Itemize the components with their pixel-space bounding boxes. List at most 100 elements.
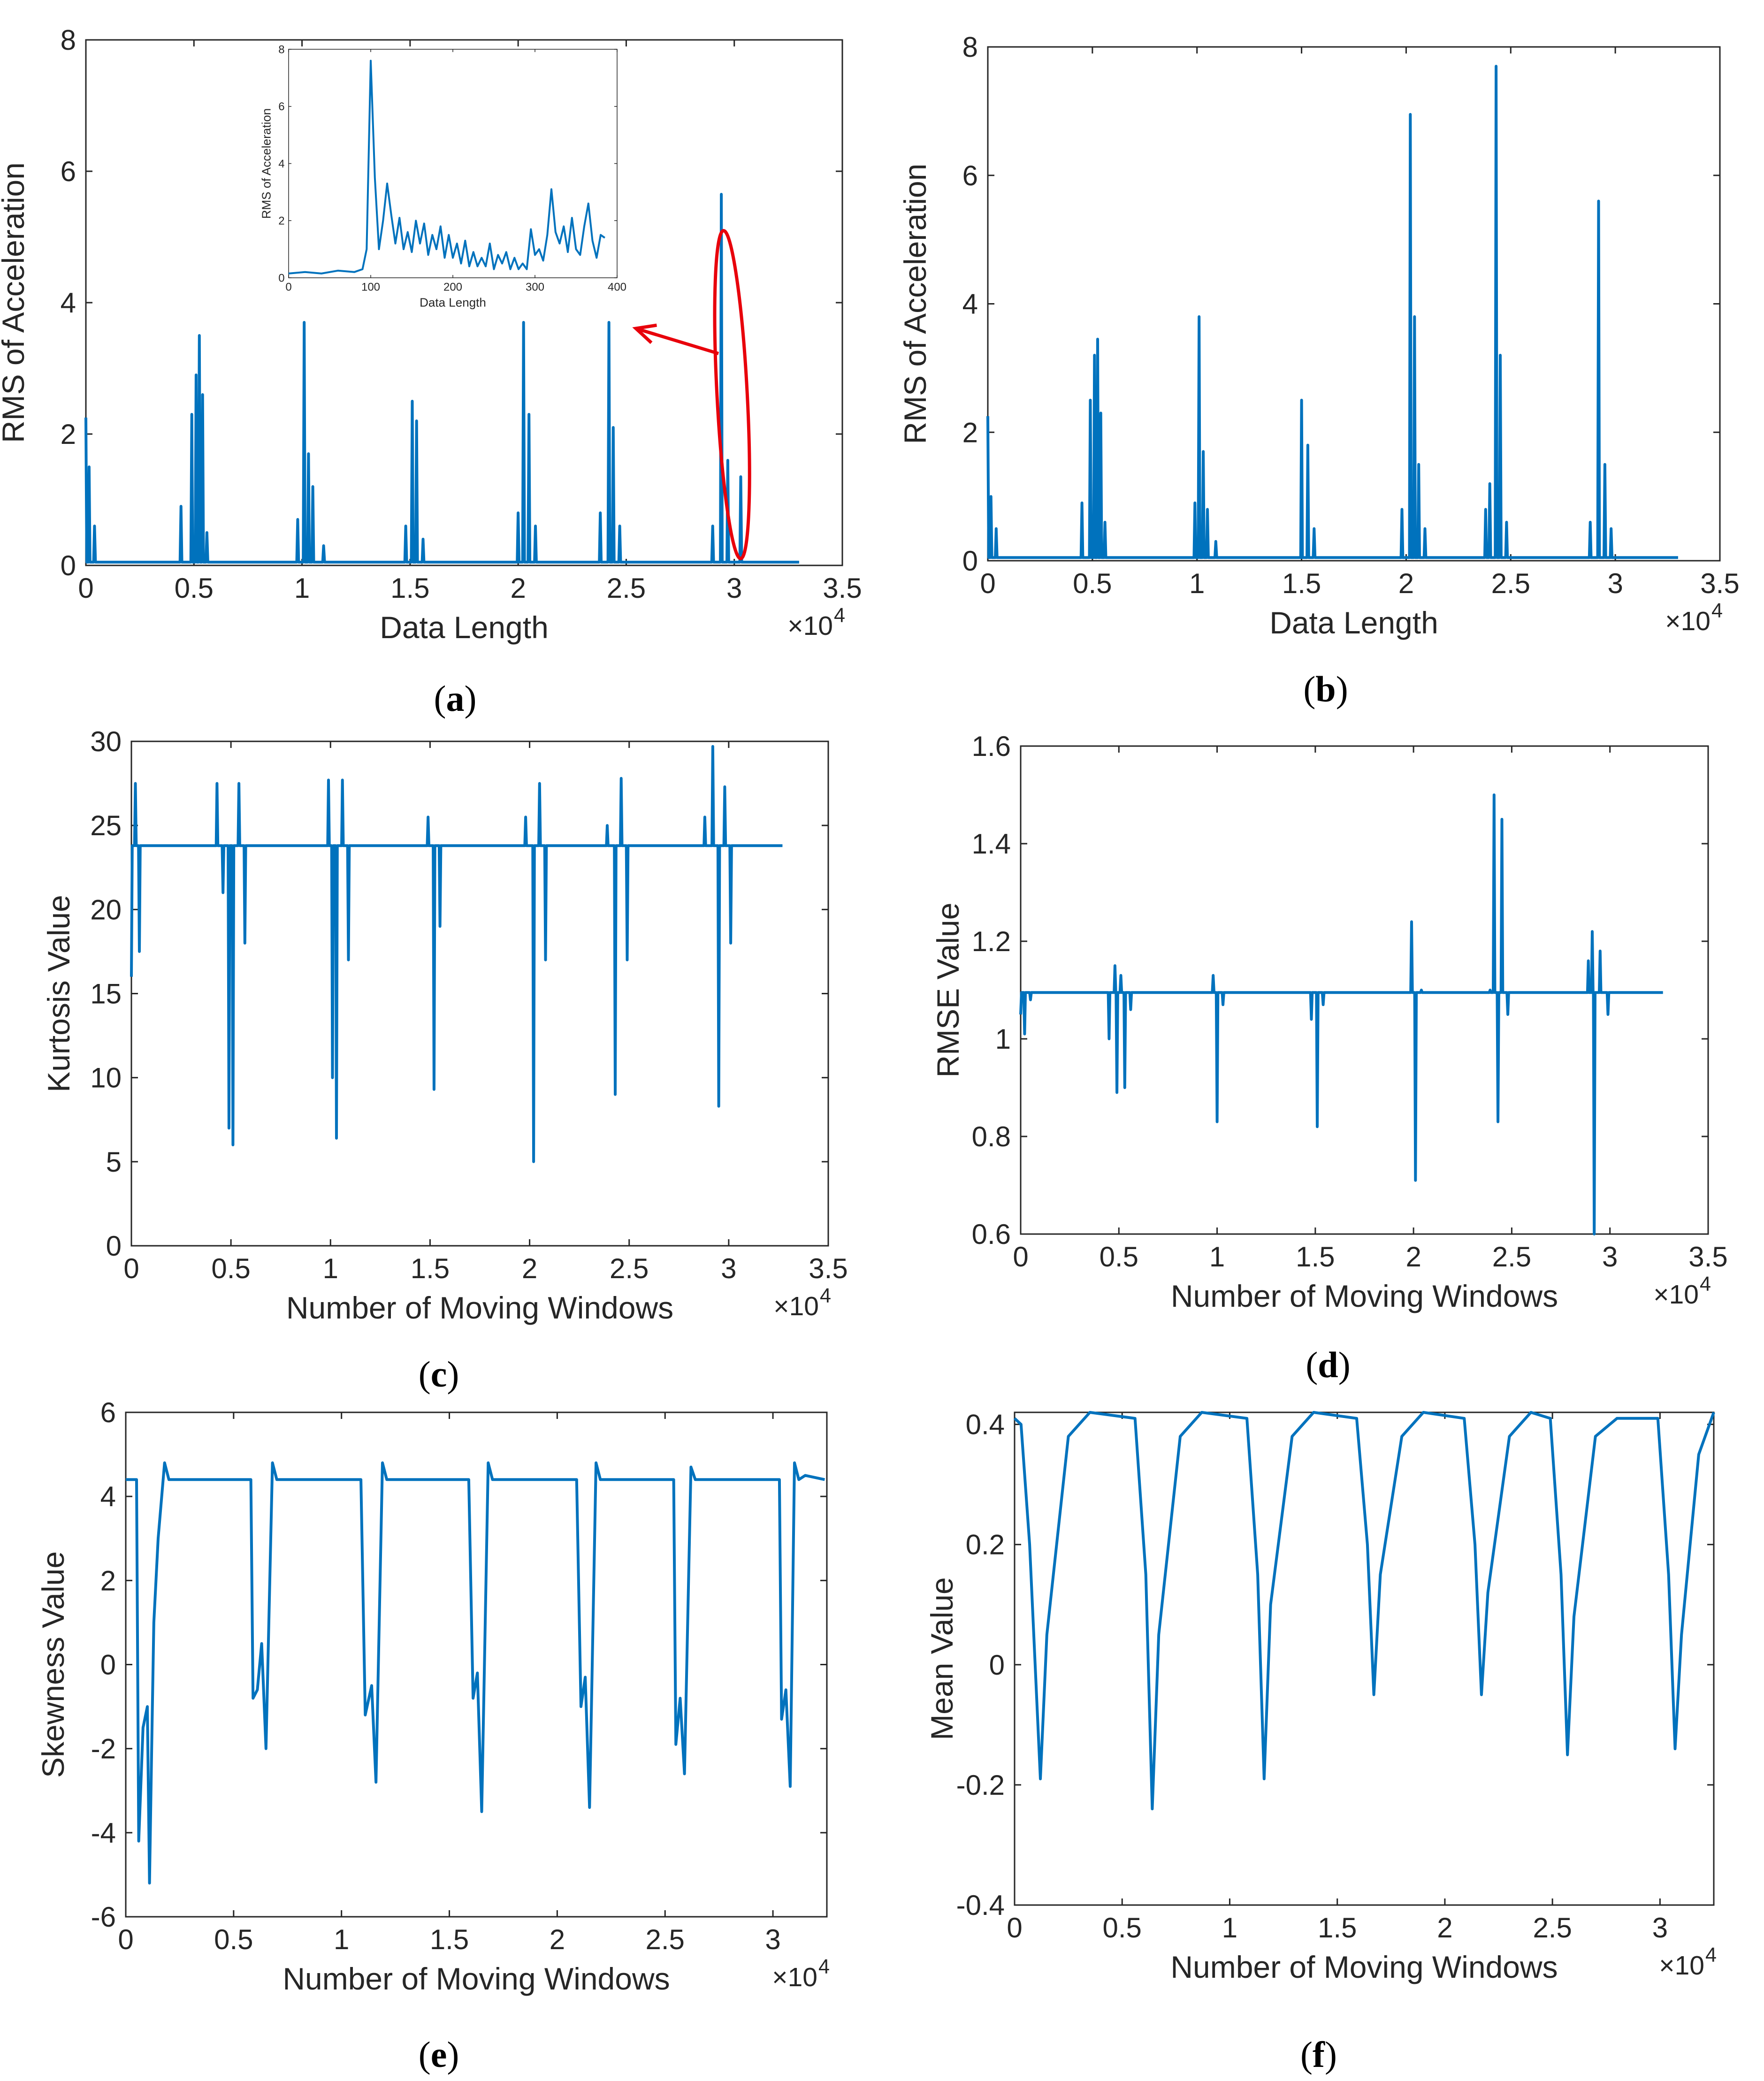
x-tick-label-b: 2.5 — [1491, 568, 1530, 599]
x-exponent-label-d: ×10 — [1653, 1280, 1699, 1310]
x-tick-label-b: 3.5 — [1700, 568, 1739, 599]
x-tick-label-c: 0 — [123, 1253, 139, 1284]
x-tick-label-d: 3 — [1602, 1241, 1618, 1273]
x-exponent-label-f: ×10 — [1659, 1951, 1704, 1981]
x-tick-label-f: 2.5 — [1533, 1912, 1572, 1944]
x-tick-label-e: 1 — [334, 1924, 349, 1955]
y-tick-label-e: 2 — [100, 1565, 116, 1596]
caption-a: (a) — [434, 678, 477, 719]
y-tick-label-b: 6 — [962, 160, 978, 191]
y-tick-label-d: 1.4 — [972, 828, 1011, 860]
x-exponent-label-a: ×10 — [787, 611, 833, 641]
y-tick-label-b: 4 — [962, 289, 978, 320]
x-tick-label-f: 0.5 — [1103, 1912, 1142, 1944]
y-tick-label-a-inset: 0 — [278, 272, 284, 284]
y-tick-label-e: -6 — [91, 1901, 116, 1933]
x-tick-label-e: 0 — [118, 1924, 133, 1955]
y-tick-label-f: 0.4 — [966, 1409, 1005, 1441]
x-tick-label-c: 1.5 — [411, 1253, 450, 1284]
x-tick-label-a: 2 — [510, 572, 526, 604]
y-axis-label-b: RMS of Acceleration — [898, 164, 932, 444]
y-tick-label-a-inset: 8 — [278, 43, 284, 56]
y-tick-label-c: 15 — [90, 978, 122, 1010]
x-tick-label-f: 0 — [1007, 1912, 1022, 1944]
x-tick-label-a: 1 — [294, 572, 310, 604]
y-tick-label-c: 20 — [90, 894, 122, 925]
x-tick-label-b: 0.5 — [1073, 568, 1112, 599]
x-tick-label-c: 3 — [721, 1253, 736, 1284]
chart-f: 0 0.5 1 1.5 2 2.5 3 -0.4 -0.2 0 0.2 0.4 Number of Mo… — [924, 1409, 1717, 1984]
series-line-a-inset — [288, 60, 605, 274]
x-tick-label-d: 0.5 — [1100, 1241, 1138, 1273]
y-tick-label-d: 1.2 — [972, 926, 1011, 957]
x-axis-label-a: Data Length — [380, 610, 549, 645]
y-tick-label-e: -4 — [91, 1817, 116, 1849]
x-tick-label-a-inset: 100 — [361, 281, 380, 294]
x-tick-label-b: 2 — [1398, 568, 1414, 599]
y-tick-label-e: 4 — [100, 1481, 116, 1512]
series-line-a — [84, 193, 799, 564]
y-axis-label-a-inset: RMS of Acceleration — [260, 108, 274, 219]
y-tick-label-b: 2 — [962, 417, 978, 448]
y-tick-label-a-inset: 4 — [278, 158, 284, 170]
x-tick-label-a-inset: 200 — [443, 281, 462, 294]
x-exponent-power-c: 4 — [820, 1285, 831, 1307]
y-tick-label-f: -0.2 — [956, 1769, 1005, 1801]
caption-f: (f) — [1300, 2034, 1337, 2075]
caption-b: (b) — [1303, 669, 1348, 709]
y-tick-label-e: 0 — [100, 1649, 116, 1681]
x-tick-label-d: 3.5 — [1688, 1241, 1727, 1273]
x-tick-label-c: 2 — [522, 1253, 537, 1284]
x-tick-label-c: 2.5 — [610, 1253, 649, 1284]
x-tick-label-f: 2 — [1437, 1912, 1452, 1944]
chart-e: 0 0.5 1 1.5 2 2.5 3 -6 -4 -2 0 2 4 6 Number of Moving … — [36, 1397, 830, 1996]
chart-a-inset: 0 100 200 300 400 0 2 4 6 8 Data Length RMS of Acce… — [260, 43, 626, 309]
x-tick-label-d: 0 — [1013, 1241, 1028, 1273]
x-tick-label-a: 2.5 — [607, 572, 646, 604]
x-tick-label-e: 0.5 — [214, 1924, 253, 1955]
series-line-b — [986, 65, 1678, 559]
x-tick-label-c: 3.5 — [809, 1253, 848, 1284]
x-tick-label-e: 2 — [550, 1924, 565, 1955]
y-tick-label-f: 0.2 — [966, 1529, 1005, 1561]
x-tick-label-b: 1 — [1189, 568, 1205, 599]
x-axis-label-a-inset: Data Length — [420, 295, 486, 309]
x-exponent-power-e: 4 — [818, 1956, 830, 1978]
x-exponent-power-f: 4 — [1705, 1944, 1717, 1967]
x-tick-label-c: 0.5 — [211, 1253, 250, 1284]
x-tick-label-d: 2 — [1405, 1241, 1421, 1273]
y-axis-label-f: Mean Value — [924, 1577, 959, 1740]
y-axis-label-c: Kurtosis Value — [41, 895, 76, 1092]
y-tick-label-d: 0.6 — [972, 1219, 1011, 1250]
axes-box-a-inset — [288, 49, 618, 278]
y-axis-label-a: RMS of Acceleration — [0, 162, 31, 443]
axes-box-d — [1020, 745, 1709, 1235]
chart-a: 0 0.5 1 1.5 2 2.5 3 3.5 0 2 4 6 8 Data Length RMS of A… — [0, 24, 862, 645]
x-exponent-label-e: ×10 — [772, 1962, 817, 1992]
x-exponent-power-d: 4 — [1700, 1273, 1711, 1296]
y-tick-label-c: 10 — [90, 1062, 122, 1094]
y-tick-label-e: -2 — [91, 1733, 116, 1765]
x-tick-label-a: 1.5 — [390, 572, 429, 604]
x-tick-label-e: 2.5 — [646, 1924, 685, 1955]
x-tick-label-d: 1 — [1209, 1241, 1225, 1273]
x-tick-label-f: 3 — [1652, 1912, 1668, 1944]
x-tick-label-a-inset: 400 — [608, 281, 626, 294]
x-tick-label-e: 3 — [765, 1924, 780, 1955]
y-tick-label-c: 5 — [106, 1146, 122, 1178]
chart-b: 0 0.5 1 1.5 2 2.5 3 3.5 0 2 4 6 8 Data Length RMS of A… — [898, 31, 1740, 640]
x-tick-label-a: 0 — [78, 572, 93, 604]
y-tick-label-a: 8 — [61, 24, 76, 56]
caption-d: (d) — [1306, 1344, 1350, 1385]
series-line-c — [130, 745, 783, 1163]
x-tick-label-c: 1 — [323, 1253, 338, 1284]
x-tick-label-a-inset: 0 — [285, 281, 291, 294]
y-tick-label-d: 0.8 — [972, 1121, 1011, 1152]
series-line-d — [1019, 793, 1663, 1235]
x-tick-label-d: 2.5 — [1492, 1241, 1531, 1273]
x-tick-label-b: 0 — [980, 568, 995, 599]
axes-box-f — [1014, 1411, 1715, 1906]
x-tick-label-f: 1 — [1222, 1912, 1237, 1944]
annotation-arrow-head — [632, 323, 657, 344]
